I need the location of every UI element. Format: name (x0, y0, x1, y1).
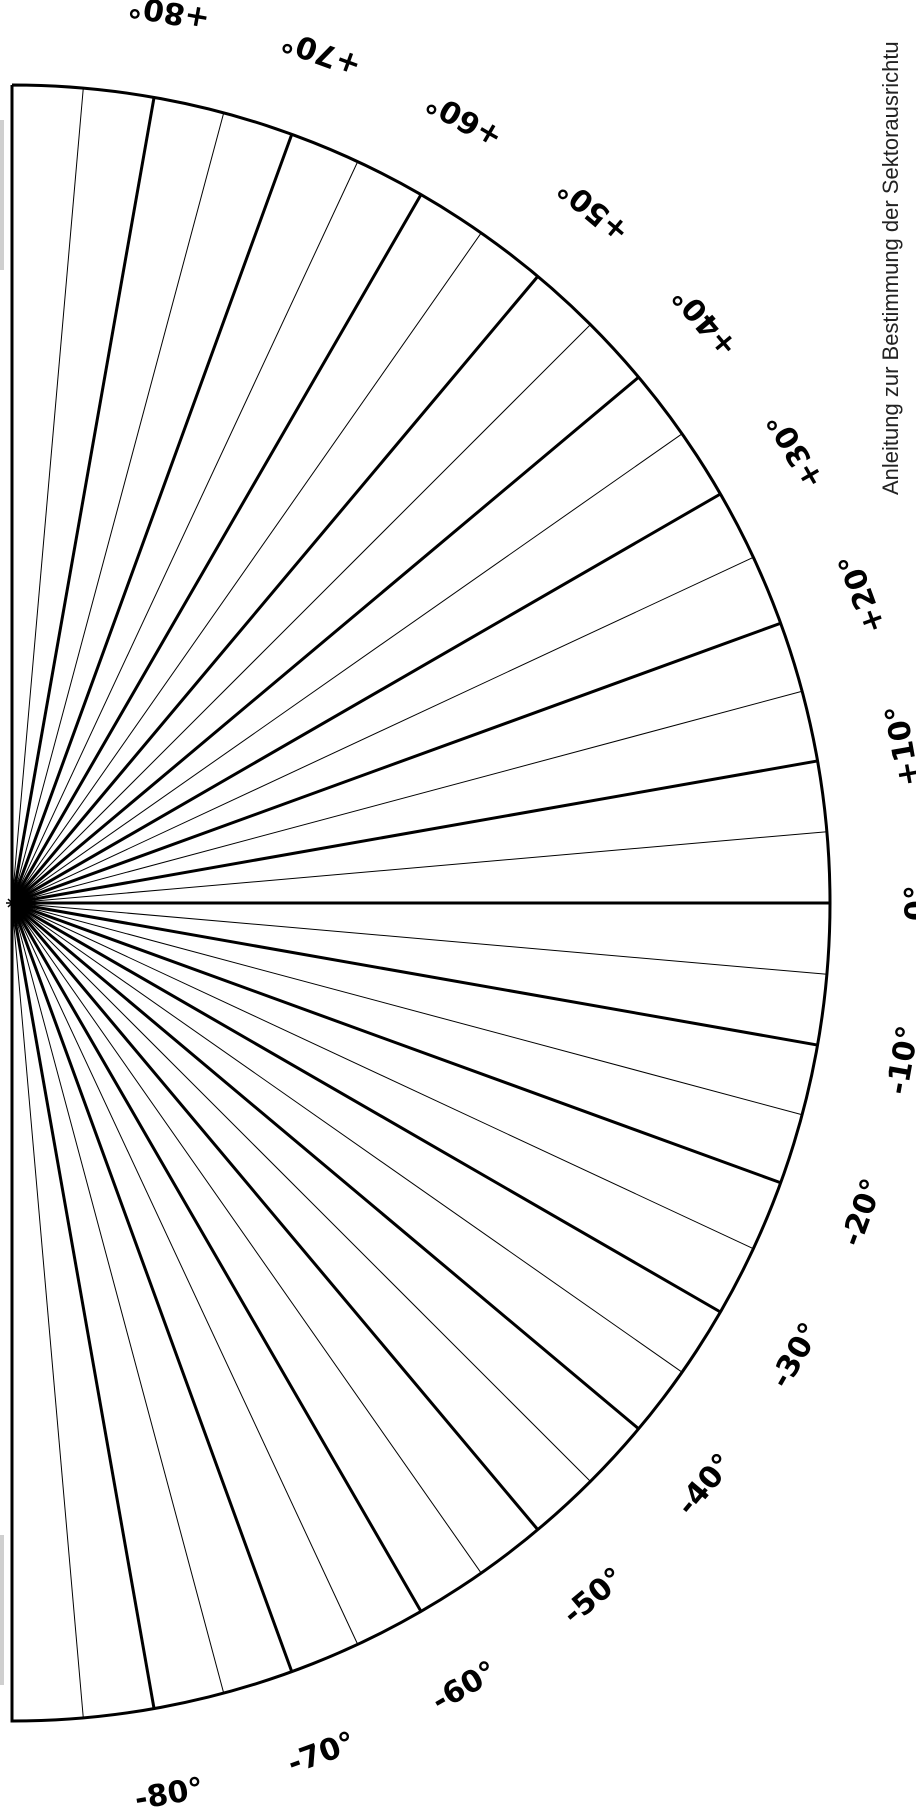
angle-label-m40: -40° (670, 1447, 741, 1523)
minor-ray-m65 (11, 902, 359, 1645)
minor-ray-m85 (11, 902, 84, 1718)
major-ray-m60 (10, 902, 423, 1613)
minor-ray-45 (11, 324, 591, 904)
minor-ray-m55 (11, 902, 482, 1574)
major-ray-m10 (11, 901, 818, 1047)
angle-label-m50: -50° (556, 1561, 632, 1632)
angle-label-60: +60° (420, 84, 508, 155)
minor-ray-55 (11, 232, 482, 904)
minor-ray-15 (11, 690, 803, 904)
angle-label-30: +30° (760, 406, 831, 494)
minor-ray-m35 (11, 902, 683, 1373)
angle-label-m30: -30° (763, 1317, 828, 1394)
major-ray-50 (10, 275, 539, 904)
major-ray-m80 (10, 902, 156, 1709)
protractor-center-mark (6, 897, 18, 909)
minor-ray-5 (11, 831, 827, 904)
minor-ray-75 (11, 112, 225, 904)
major-ray-m70 (10, 902, 294, 1673)
major-ray-m20 (11, 901, 782, 1185)
angle-label-m80: -80° (132, 1771, 206, 1811)
minor-ray-65 (11, 161, 359, 904)
angle-label-m20: -20° (834, 1174, 891, 1251)
minor-ray-m25 (11, 902, 754, 1250)
side-tab-top (0, 120, 4, 270)
angle-label-20: +20° (832, 549, 893, 638)
major-ray-40 (11, 376, 640, 905)
major-ray-30 (11, 492, 722, 905)
angle-label-70: +70° (277, 22, 366, 83)
angle-label-50: +50° (551, 170, 636, 249)
major-ray-m50 (10, 902, 539, 1531)
minor-ray-25 (11, 556, 754, 904)
vertical-caption: Anleitung zur Bestimmung der Sektorausri… (878, 41, 903, 495)
angle-label-10: +10° (879, 702, 916, 789)
minor-ray-35 (11, 433, 683, 904)
side-tab-bottom (0, 1535, 4, 1685)
angle-label-80: +80° (126, 0, 213, 36)
protractor-outline (10, 83, 832, 1723)
major-ray-80 (10, 97, 156, 904)
angle-label-40: +40° (666, 279, 745, 364)
angle-label-m10: -10° (880, 1023, 916, 1097)
minor-ray-85 (11, 88, 84, 904)
major-ray-m30 (11, 901, 722, 1314)
angle-label-m70: -70° (283, 1725, 360, 1782)
major-ray-20 (11, 621, 782, 905)
angle-label-m60: -60° (426, 1654, 503, 1719)
angle-label-0: 0° (900, 885, 916, 921)
minor-ray-m15 (11, 902, 803, 1116)
major-ray-60 (10, 193, 423, 904)
minor-ray-m75 (11, 902, 225, 1694)
major-ray-10 (11, 759, 818, 905)
minor-ray-m45 (11, 902, 591, 1482)
protractor-rays (10, 88, 830, 1718)
minor-ray-m5 (11, 902, 827, 975)
center-mark-stroke-3 (7, 898, 17, 908)
major-ray-70 (10, 133, 294, 904)
major-ray-m40 (11, 901, 640, 1430)
